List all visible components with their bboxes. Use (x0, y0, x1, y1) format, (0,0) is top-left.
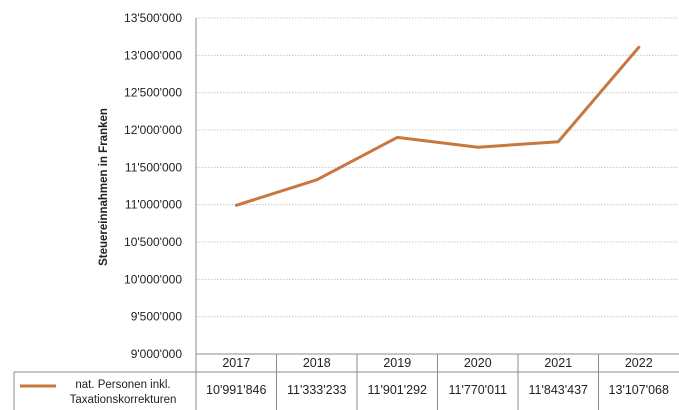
data-table-value: 11'333'233 (287, 383, 347, 397)
gridlines (196, 17, 679, 318)
data-table: 2017 10'991'846 2018 11'333'233 2019 11'901'2… (13, 354, 679, 410)
data-point (476, 145, 479, 149)
y-tick-label: 10'500'000 (124, 235, 182, 249)
y-tick-label: 11'000'000 (125, 198, 182, 212)
y-tick-label: 9'500'000 (131, 310, 183, 324)
data-point (637, 46, 640, 49)
data-table-value: 11'770'011 (448, 383, 507, 397)
y-tick-label: 12'000'000 (124, 123, 182, 137)
data-table-value: 11'843'437 (529, 383, 589, 397)
legend-label: Taxationskorrekturen (70, 394, 177, 406)
x-tick-label: 2022 (625, 356, 653, 370)
y-tick-label: 10'000'000 (124, 272, 182, 286)
x-tick-label: 2018 (303, 356, 331, 370)
plot-frame (195, 18, 679, 410)
x-tick-label: 2021 (544, 356, 572, 370)
series-layer (234, 45, 641, 207)
legend-label: nat. Personen inkl. (75, 379, 170, 391)
data-point (396, 136, 399, 139)
data-point (235, 204, 238, 207)
y-axis-ticks: 9'000'000 9'500'000 10'000'000 10'500'000 11… (124, 11, 182, 361)
data-point (315, 178, 318, 181)
series-line (234, 45, 641, 207)
y-tick-label: 12'500'000 (124, 86, 182, 100)
data-point (557, 140, 560, 143)
y-tick-label: 11'500'000 (125, 160, 182, 174)
y-tick-label: 9'000'000 (131, 347, 183, 361)
y-tick-label: 13'000'000 (124, 48, 182, 62)
x-tick-label: 2020 (464, 356, 492, 370)
data-table-value: 13'107'068 (609, 383, 669, 397)
x-tick-label: 2017 (222, 356, 250, 370)
legend: nat. Personen inkl. Taxationskorrekturen (20, 379, 176, 406)
data-table-value: 11'901'292 (368, 383, 428, 397)
x-tick-label: 2019 (383, 356, 411, 370)
data-table-value: 10'991'846 (206, 383, 266, 397)
y-tick-label: 13'500'000 (124, 11, 182, 25)
y-axis-label: Steuereinnahmen in Franken (98, 108, 110, 266)
